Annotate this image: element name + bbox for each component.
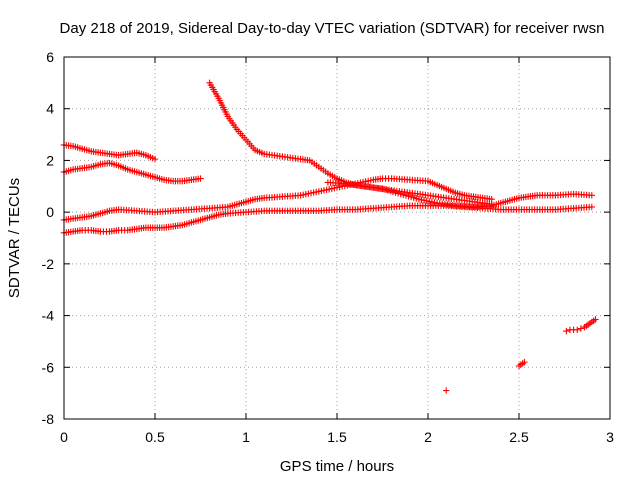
y-tick-label: -8 xyxy=(42,411,55,427)
x-axis-label: GPS time / hours xyxy=(280,458,394,475)
data-point xyxy=(563,327,570,335)
y-tick-label: 6 xyxy=(46,49,54,65)
data-point xyxy=(521,358,528,366)
y-tick-label: -4 xyxy=(42,308,55,324)
y-tick-label: 2 xyxy=(46,152,54,168)
data-point xyxy=(443,387,450,394)
gridlines xyxy=(64,57,610,419)
x-tick-label: 0.5 xyxy=(145,429,165,445)
x-tick-label: 1 xyxy=(242,429,250,445)
data-point xyxy=(151,155,159,163)
y-tick-label: -6 xyxy=(42,359,55,375)
y-axis-label: SDTVAR / TECUs xyxy=(6,178,23,298)
series-track-e xyxy=(60,202,595,237)
chart-title: Day 218 of 2019, Sidereal Day-to-day VTE… xyxy=(60,20,605,37)
series-track-b xyxy=(60,159,204,185)
data-point xyxy=(588,192,595,199)
y-tick-label: -2 xyxy=(42,256,55,272)
series-track-a xyxy=(60,141,159,163)
y-tick-label: 4 xyxy=(46,101,54,117)
series-outlier-1 xyxy=(443,387,450,394)
y-tick-label: 0 xyxy=(46,204,54,220)
plot-frame xyxy=(63,56,611,420)
data-point xyxy=(488,196,495,203)
data-point xyxy=(592,316,599,323)
data-point xyxy=(588,203,595,211)
x-tick-label: 2 xyxy=(424,429,432,445)
data-point xyxy=(574,326,581,333)
series-track-c xyxy=(206,79,495,208)
series-track-d xyxy=(60,175,495,224)
x-tick-label: 0 xyxy=(60,429,68,445)
series-track-g xyxy=(515,358,528,370)
x-tick-label: 3 xyxy=(606,429,614,445)
data-point xyxy=(197,175,204,182)
data-point xyxy=(577,325,585,332)
x-tick-label: 1.5 xyxy=(327,429,347,445)
series-track-f xyxy=(324,179,595,211)
tick-labels: 0 0.5 1 1.5 2 2.5 3 -8 -6 -4 -2 0 2 4 6 xyxy=(42,49,615,445)
data-points xyxy=(60,79,599,394)
series-track-h xyxy=(563,316,599,335)
x-tick-label: 2.5 xyxy=(509,429,529,445)
